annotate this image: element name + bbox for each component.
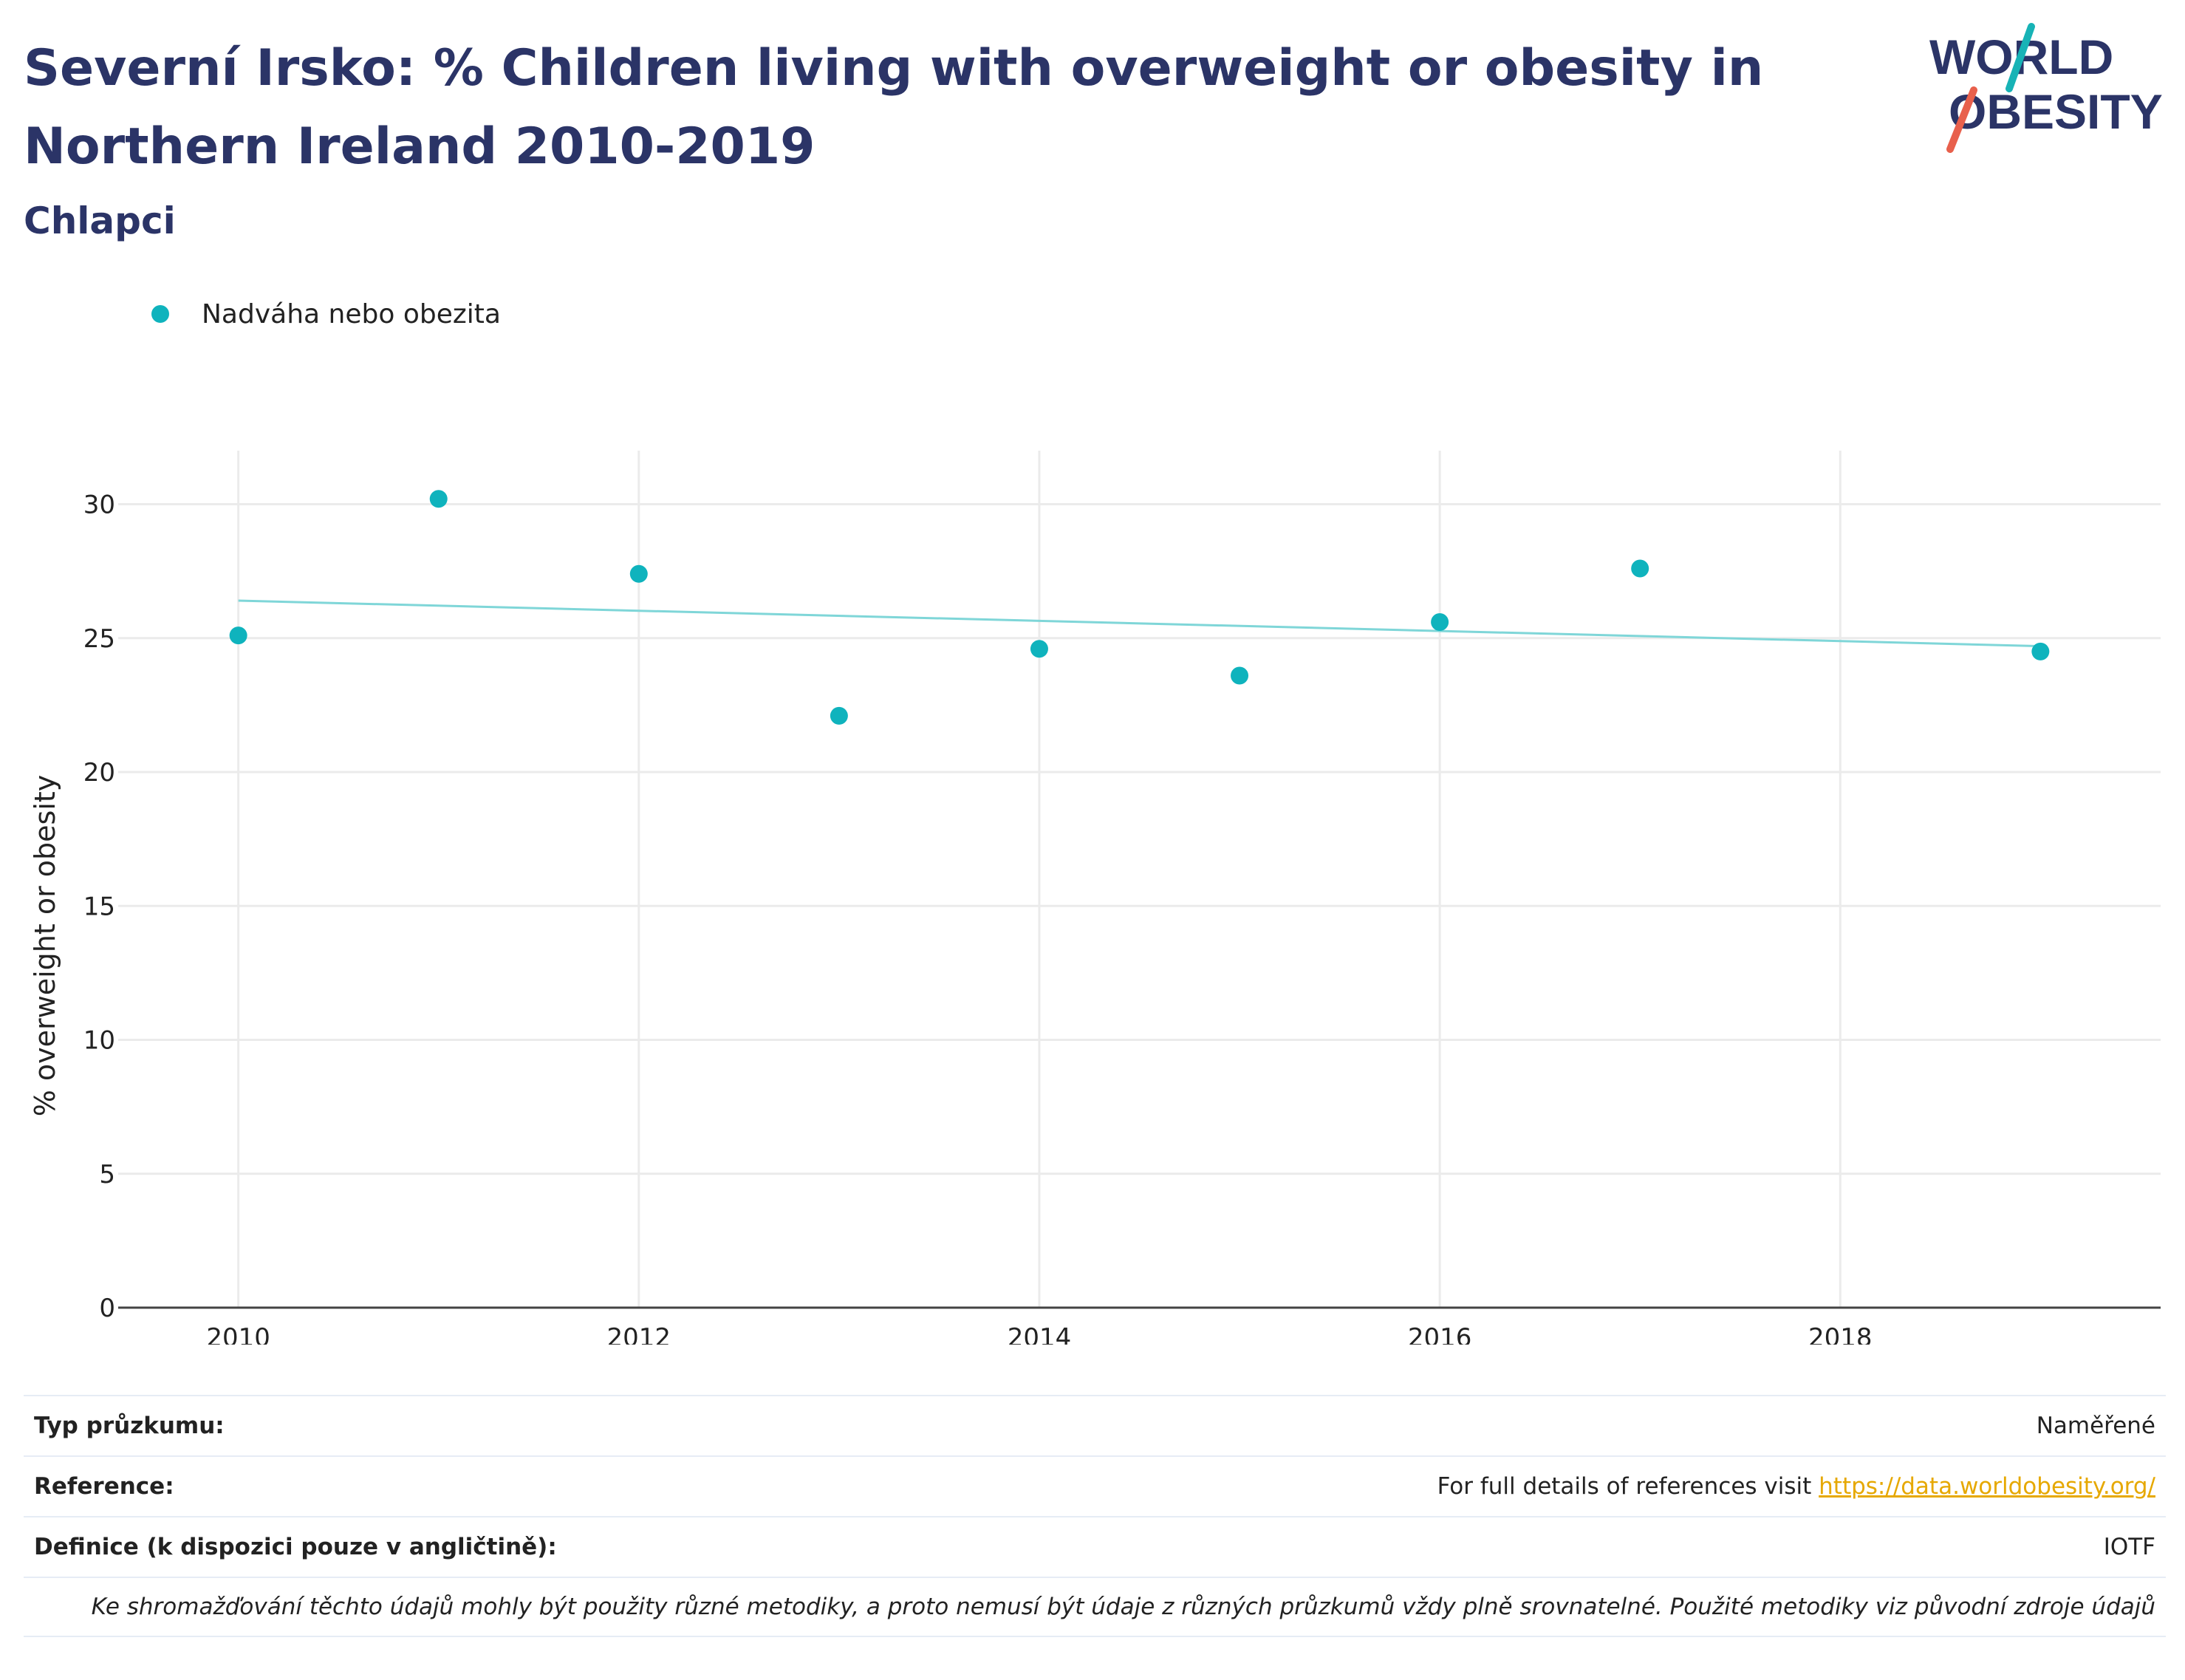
x-tick-label: 2016	[1408, 1323, 1472, 1345]
info-label: Reference:	[34, 1473, 174, 1500]
y-tick-label: 20	[83, 758, 115, 788]
info-value: IOTF	[2103, 1534, 2155, 1560]
world-obesity-logo: WORLD OBESITY	[1929, 23, 2163, 153]
data-point	[1631, 559, 1649, 578]
chart-subtitle: Chlapci	[24, 199, 176, 242]
data-point	[1030, 640, 1048, 658]
scatter-chart: 0 5 10 15 20 25 30 2010 2012 2014 2016 2018 % overwe…	[29, 451, 2161, 1345]
y-tick-label: 15	[83, 892, 115, 921]
legend-marker	[151, 305, 169, 323]
info-value: Naměřené	[2036, 1413, 2155, 1439]
data-point	[229, 626, 247, 645]
reference-prefix: For full details of references visit	[1437, 1473, 1819, 1500]
data-point	[1231, 666, 1249, 685]
y-tick-label: 5	[99, 1160, 115, 1189]
page-title: Severní Irsko: % Children living with ov…	[24, 39, 1764, 176]
x-tick-label: 2014	[1008, 1323, 1072, 1345]
info-label: Typ průzkumu:	[34, 1413, 225, 1439]
logo-slash-red	[1946, 86, 1977, 153]
info-label: Definice (k dispozici pouze v angličtině…	[34, 1534, 557, 1560]
y-tick-label: 0	[99, 1294, 115, 1323]
info-row-definition: Definice (k dispozici pouze v angličtině…	[24, 1516, 2166, 1577]
x-tick-label: 2018	[1808, 1323, 1873, 1345]
methodology-note: Ke shromažďování těchto údajů mohly být …	[24, 1577, 2166, 1637]
data-point	[830, 706, 848, 725]
reference-link[interactable]: https://data.worldobesity.org/	[1819, 1473, 2155, 1500]
logo-text-obesity: OBESITY	[1949, 84, 2163, 139]
data-point	[2031, 642, 2050, 660]
legend-label: Nadváha nebo obezita	[202, 298, 501, 329]
y-tick-label: 30	[83, 491, 115, 520]
logo-slash-teal	[2006, 23, 2035, 92]
info-row-reference: Reference: For full details of reference…	[24, 1455, 2166, 1516]
data-point	[629, 564, 648, 583]
y-axis-label: % overweight or obesity	[29, 775, 61, 1117]
chart-legend[interactable]: Nadváha nebo obezita	[151, 296, 501, 332]
data-point	[1431, 613, 1449, 631]
info-table: Typ průzkumu: Naměřené Reference: For fu…	[24, 1395, 2166, 1637]
x-tick-label: 2010	[206, 1323, 270, 1345]
data-point	[429, 490, 448, 508]
trend-line	[238, 599, 2041, 648]
info-row-survey-type: Typ průzkumu: Naměřené	[24, 1395, 2166, 1455]
y-tick-label: 10	[83, 1026, 115, 1056]
info-value: For full details of references visit htt…	[1437, 1473, 2155, 1500]
x-tick-label: 2012	[607, 1323, 671, 1345]
y-tick-label: 25	[83, 624, 115, 654]
